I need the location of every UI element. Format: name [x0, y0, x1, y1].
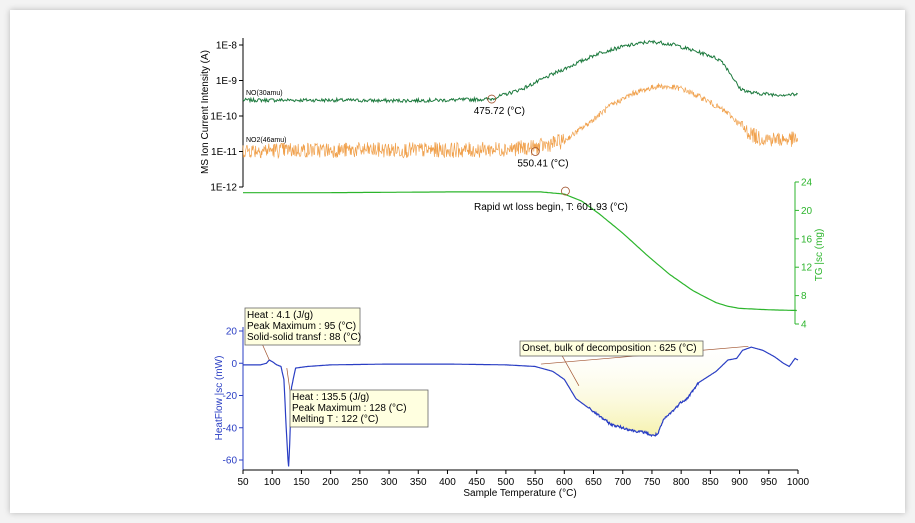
dsc-y-tick-label: 0 — [231, 359, 237, 370]
tg-y-tick-label: 24 — [801, 178, 813, 189]
ms-series-line-no2 — [242, 83, 799, 160]
x-tick-label: 200 — [322, 477, 339, 488]
ms-y-tick-label: 1E-12 — [210, 183, 237, 194]
ms-y-axis-title: MS Ion Current Intensity (A) — [200, 50, 211, 174]
x-tick-label: 100 — [264, 477, 281, 488]
x-tick-label: 250 — [351, 477, 368, 488]
x-tick-label: 950 — [760, 477, 777, 488]
dsc-annotation-text: Solid-solid transf : 88 (°C) — [247, 332, 361, 343]
x-tick-label: 150 — [293, 477, 310, 488]
dsc-y-tick-label: 20 — [226, 327, 238, 338]
x-tick-label: 300 — [381, 477, 398, 488]
x-tick-label: 900 — [731, 477, 748, 488]
x-tick-label: 750 — [644, 477, 661, 488]
ms-y-tick-label: 1E-10 — [210, 112, 237, 123]
ms-annotation-label: 550.41 (°C) — [517, 159, 568, 170]
tg-annotation-label: Rapid wt loss begin, T: 601.93 (°C) — [474, 202, 628, 213]
ms-annotation-marker — [530, 147, 540, 156]
x-tick-label: 800 — [673, 477, 690, 488]
dsc-annotation-text: Peak Maximum : 128 (°C) — [292, 403, 407, 414]
tg-y-axis-title: TG |sc (mg) — [814, 229, 825, 282]
dsc-annotation-leader — [559, 351, 580, 386]
tg-y-tick-label: 16 — [801, 234, 813, 245]
dsc-annotation-text: Heat : 4.1 (J/g) — [247, 310, 313, 321]
x-tick-label: 1000 — [787, 477, 810, 488]
dsc-y-tick-label: -20 — [223, 391, 238, 402]
tg-annotation-marker — [561, 186, 570, 196]
dsc-annotation-box — [244, 307, 361, 346]
dsc-y-axis-title: HeatFlow |sc (mW) — [214, 356, 225, 441]
tg-y-tick-label: 20 — [801, 206, 813, 217]
x-tick-label: 600 — [556, 477, 573, 488]
chart-window — [10, 10, 905, 513]
x-tick-label: 400 — [439, 477, 456, 488]
x-tick-label: 450 — [468, 477, 485, 488]
tg-y-tick-label: 4 — [801, 320, 807, 331]
dsc-annotation-text: Melting T : 122 (°C) — [292, 414, 378, 425]
decomposition-area-fill — [540, 346, 749, 436]
x-tick-label: 700 — [614, 477, 631, 488]
dsc-y-tick-label: -40 — [223, 423, 238, 434]
dsc-annotation-text: Onset, bulk of decomposition : 625 (°C) — [522, 343, 697, 354]
x-tick-label: 550 — [527, 477, 544, 488]
x-axis-title: Sample Temperature (°C) — [463, 488, 576, 499]
ms-series-line-no — [242, 39, 799, 104]
dsc-y-tick-label: -60 — [223, 456, 238, 467]
x-tick-label: 50 — [237, 477, 249, 488]
x-tick-label: 500 — [498, 477, 515, 488]
tg-y-tick-label: 8 — [801, 291, 807, 302]
ms-y-tick-label: 1E-8 — [216, 41, 238, 52]
dsc-annotation-text: Heat : 135.5 (J/g) — [292, 392, 369, 403]
tg-series-line — [243, 191, 797, 312]
x-tick-label: 850 — [702, 477, 719, 488]
tg-y-tick-label: 12 — [801, 263, 813, 274]
ms-series-label: NO2(46amu) — [246, 137, 286, 144]
ms-annotation-label: 475.72 (°C) — [474, 106, 525, 117]
dsc-annotation-box — [289, 389, 429, 428]
dsc-annotation-text: Peak Maximum : 95 (°C) — [247, 321, 356, 332]
dsc-annotation-box — [519, 340, 704, 357]
x-tick-label: 350 — [410, 477, 427, 488]
dsc-series-line — [243, 346, 799, 467]
ms-y-tick-label: 1E-9 — [216, 76, 238, 87]
ms-series-label: NO(30amu) — [246, 90, 283, 97]
x-tick-label: 650 — [585, 477, 602, 488]
ms-y-tick-label: 1E-11 — [211, 147, 237, 158]
ms-annotation-marker — [487, 94, 497, 104]
